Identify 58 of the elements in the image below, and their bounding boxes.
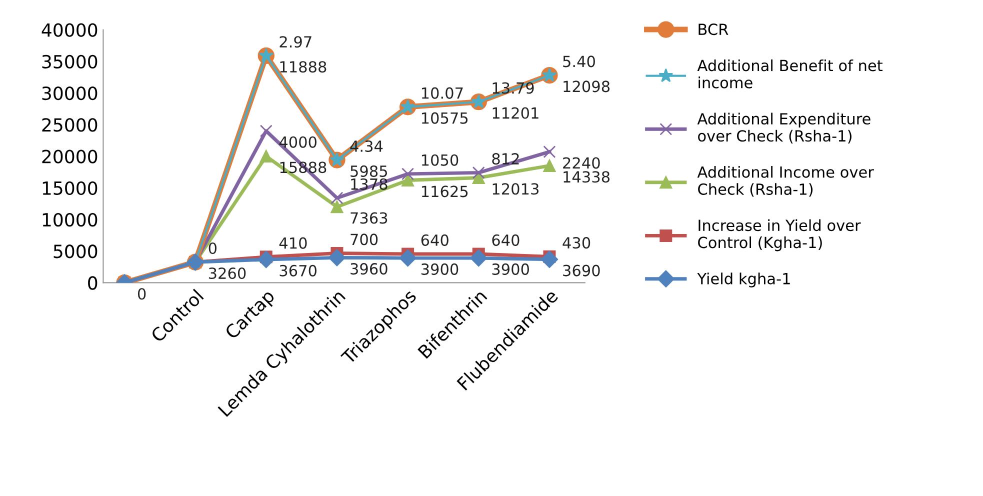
annotation: 5.40 [563, 56, 595, 68]
y-tick-label: 35000 [42, 54, 98, 68]
y-tick-label: 40000 [42, 23, 98, 37]
annotation: 3960 [350, 263, 388, 275]
point [330, 192, 344, 204]
point [260, 150, 272, 162]
annotation: 430 [562, 237, 590, 249]
legend-label: BCR [698, 24, 728, 36]
point [470, 250, 488, 267]
y-tick-label: 30000 [42, 86, 98, 100]
annotation: 3690 [563, 264, 600, 276]
annotation: 4000 [279, 136, 316, 148]
annotation: 3670 [280, 264, 316, 276]
point [330, 200, 344, 214]
point [543, 159, 556, 172]
annotation: 2240 [563, 157, 600, 169]
annotation: 3900 [492, 263, 529, 275]
point [402, 168, 414, 180]
legend-label: Additional Expenditure over Check (Rsha-1) [697, 112, 870, 144]
legend-label: Additional Benefit of net income [697, 59, 882, 88]
point [258, 250, 275, 268]
annotation: 10.07 [422, 87, 463, 99]
annotation: 14338 [564, 171, 610, 183]
annotation: 700 [350, 234, 378, 246]
point [540, 250, 558, 268]
y-tick-label: 15000 [42, 181, 98, 195]
annotation: 12013 [492, 183, 539, 195]
point [402, 174, 414, 187]
annotation: 3260 [208, 267, 246, 280]
annotation: 1050 [422, 154, 458, 166]
annotation: 11888 [280, 61, 326, 73]
annotation: 640 [492, 234, 520, 246]
annotation: 11201 [492, 107, 538, 119]
annotation: 12098 [564, 80, 610, 92]
annotation: 812 [492, 153, 519, 165]
legend-label: Yield kgha-1 [697, 272, 790, 288]
annotation: 0 [208, 242, 217, 254]
y-tick-label: 25000 [42, 118, 98, 132]
y-tick-label: 20000 [42, 150, 98, 164]
annotation: 7363 [350, 212, 388, 224]
annotation: 5985 [350, 165, 388, 177]
point [472, 166, 485, 179]
annotation: 10575 [422, 112, 468, 124]
annotation: 2.97 [280, 36, 312, 48]
point [260, 124, 272, 138]
annotation: 640 [421, 234, 448, 246]
legend-label: Increase in Yield over Control (Kgha-1) [698, 219, 861, 252]
point [328, 249, 346, 266]
point [399, 250, 416, 267]
y-tick-label: 10000 [42, 212, 98, 227]
point [543, 146, 556, 158]
legend-label: Additional Income over Check (Rsha-1) [697, 166, 874, 197]
annotation: 3900 [421, 263, 458, 275]
y-tick-label: 5000 [54, 244, 98, 258]
y-tick-label: 0 [88, 276, 98, 290]
annotation: 410 [279, 237, 307, 249]
annotation: 11625 [422, 186, 468, 198]
annotation: 0 [138, 288, 146, 300]
